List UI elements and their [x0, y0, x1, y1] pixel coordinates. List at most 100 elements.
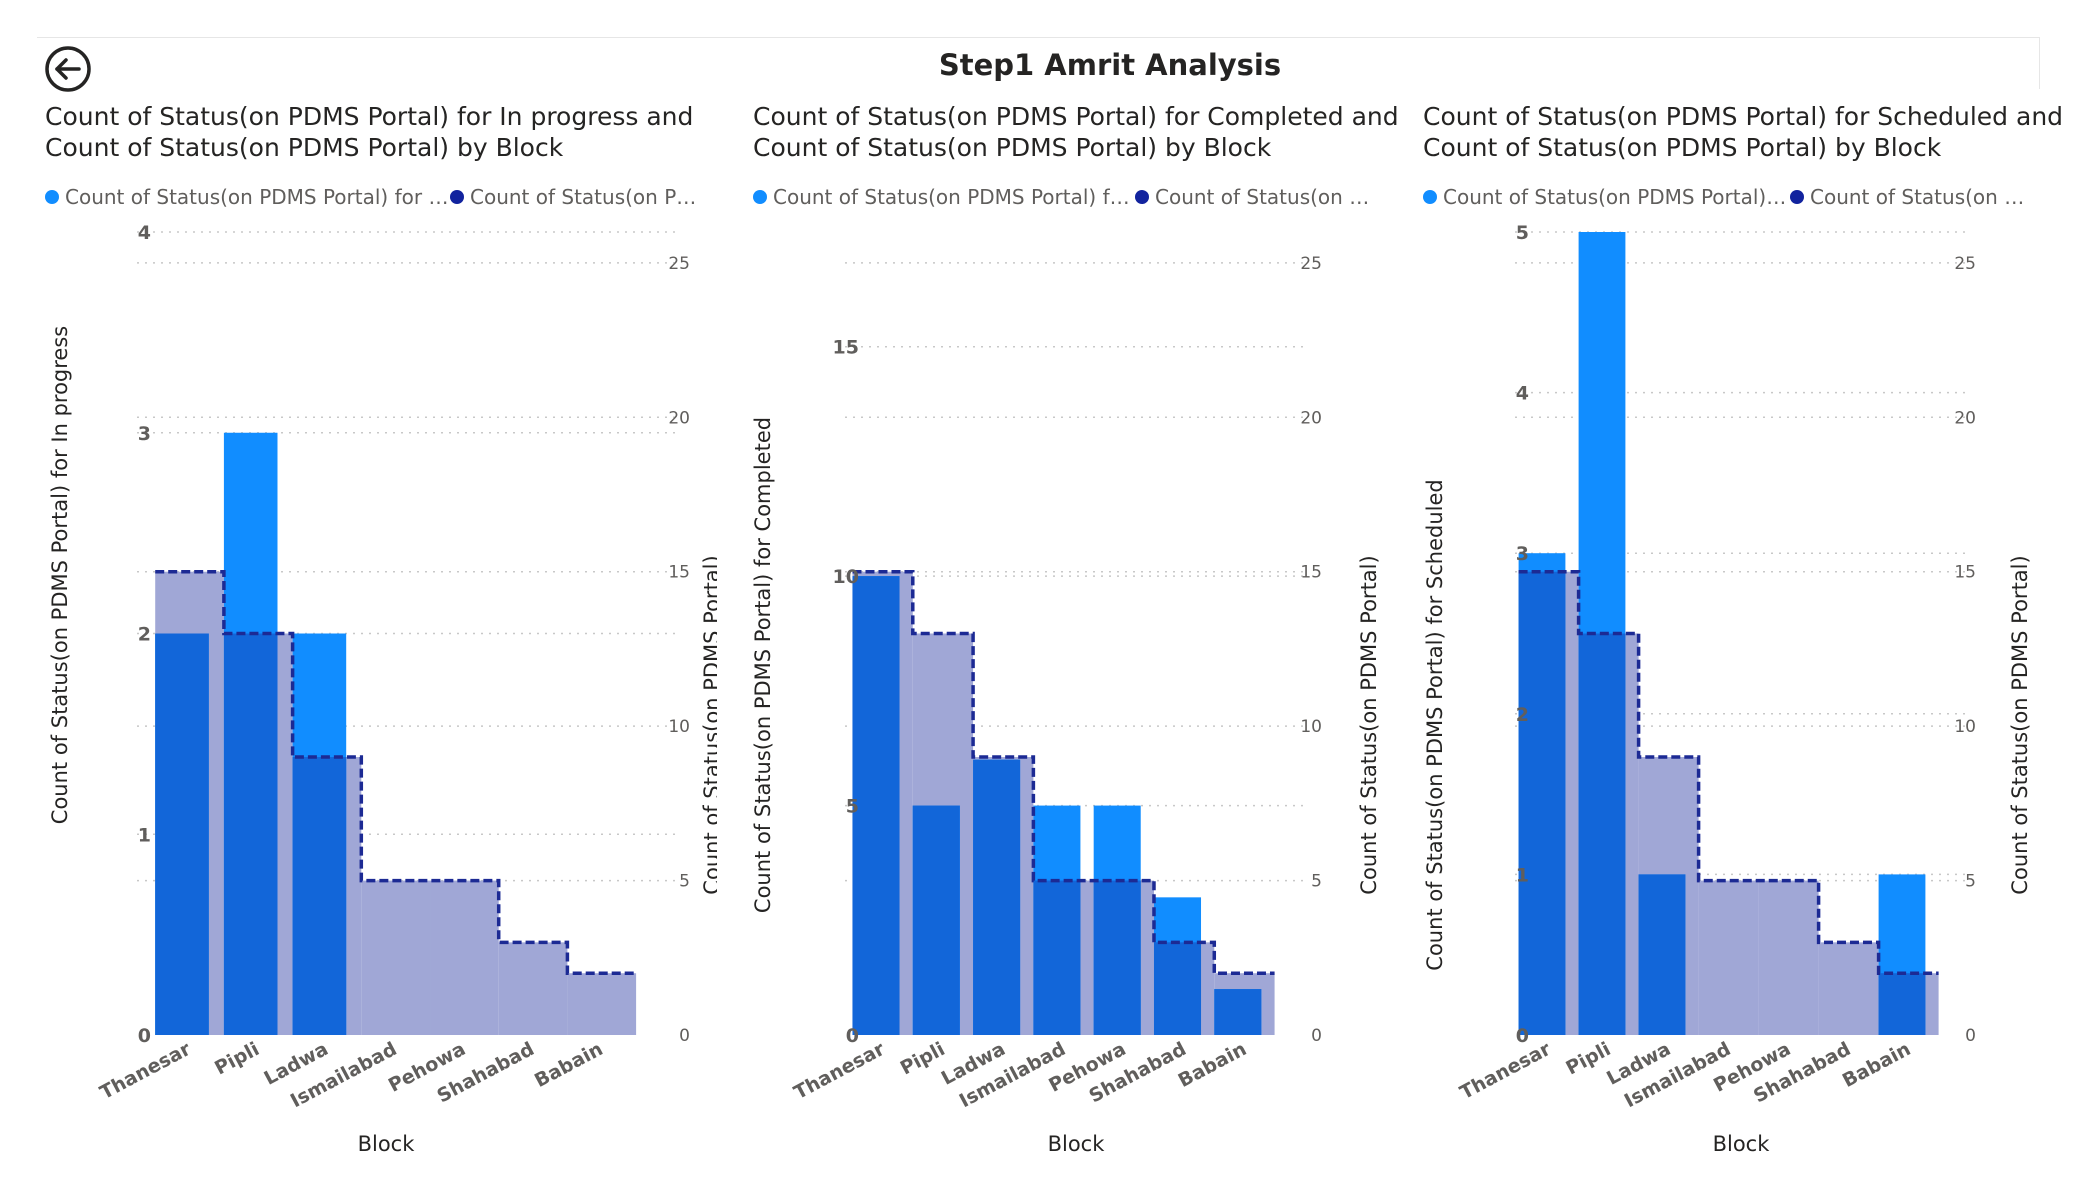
overlap-bar [1578, 633, 1626, 1035]
y2-tick-label: 25 [1954, 254, 1976, 274]
y-axis-title: Count of Status(on PDMS Portal) for Sche… [1423, 479, 1447, 970]
y2-tick-label: 5 [1311, 872, 1322, 892]
chart-title: Count of Status(on PDMS Portal) for In p… [45, 101, 705, 163]
y-tick-label: 1 [1516, 864, 1529, 886]
y2-tick-label: 15 [668, 563, 690, 583]
legend-item-status[interactable]: Count of Status(on PDMS Portal) fo... [1423, 183, 1790, 211]
x-tick-label: Pipli [211, 1038, 263, 1080]
page-title: Step1 Amrit Analysis [938, 48, 1282, 82]
overlap-bar [1638, 874, 1686, 1035]
y-axis-title: Count of Status(on PDMS Portal) for In p… [48, 326, 72, 824]
y2-tick-label: 0 [679, 1026, 690, 1046]
overlap-bar [1093, 880, 1141, 1035]
x-axis-title: Block [358, 1132, 416, 1156]
overlap-bar [223, 633, 278, 1035]
x-tick-label: Babain [531, 1038, 606, 1092]
overlap-bar [1214, 989, 1262, 1035]
chart-legend: Count of Status(on PDMS Portal) for In .… [45, 183, 705, 211]
chart-legend: Count of Status(on PDMS Portal) for ... … [753, 183, 1413, 211]
chart-title-line-2: Count of Status(on PDMS Portal) by Block [1423, 133, 1942, 162]
y-tick-label: 3 [138, 423, 151, 445]
legend-dot-icon [753, 190, 767, 204]
y-tick-label: 0 [846, 1025, 859, 1047]
y2-tick-label: 10 [668, 717, 690, 737]
y2-tick-label: 15 [1300, 563, 1322, 583]
y2-tick-label: 0 [1965, 1026, 1976, 1046]
total-step-line [1518, 569, 1939, 975]
y2-tick-label: 25 [1300, 254, 1322, 274]
chart-panel-completed[interactable]: Count of Status(on PDMS Portal) for Comp… [745, 95, 1425, 1175]
y2-axis-title: Count of Status(on PDMS Portal) [1357, 555, 1381, 894]
y-tick-label: 2 [1516, 704, 1529, 726]
chart-title-line-1: Count of Status(on PDMS Portal) for In p… [45, 102, 694, 131]
x-tick-label: Babain [1175, 1038, 1250, 1092]
total-area-step[interactable] [567, 973, 637, 1035]
y2-tick-label: 20 [1300, 408, 1322, 428]
legend-dot-icon [1790, 190, 1804, 204]
y-tick-label: 2 [138, 624, 151, 646]
y-tick-label: 4 [138, 222, 151, 244]
y2-tick-label: 25 [668, 254, 690, 274]
y2-axis-title: Count of Status(on PDMS Portal) [700, 555, 717, 894]
y-tick-label: 5 [1516, 222, 1529, 244]
y2-tick-label: 20 [1954, 408, 1976, 428]
y2-tick-label: 5 [1965, 872, 1976, 892]
y-tick-label: 3 [1516, 543, 1529, 565]
overlap-bar [1033, 880, 1081, 1035]
y2-axis-title: Count of Status(on PDMS Portal) [2008, 555, 2032, 894]
legend-item-total[interactable]: Count of Status(on P... [1135, 183, 1413, 211]
y-tick-label: 15 [833, 337, 859, 359]
total-area-step[interactable] [498, 942, 568, 1035]
y2-tick-label: 10 [1954, 717, 1976, 737]
total-area-step[interactable] [1758, 880, 1819, 1035]
chart-title-line-1: Count of Status(on PDMS Portal) for Comp… [753, 102, 1399, 131]
y2-tick-label: 5 [679, 872, 690, 892]
legend-item-status[interactable]: Count of Status(on PDMS Portal) for In .… [45, 183, 450, 211]
total-area-step[interactable] [361, 880, 431, 1035]
x-axis-title: Block [1713, 1132, 1771, 1156]
y-tick-label: 0 [1516, 1025, 1529, 1047]
chart-title: Count of Status(on PDMS Portal) for Comp… [753, 101, 1413, 163]
overlap-bar [1153, 942, 1202, 1035]
y-tick-label: 10 [833, 566, 859, 588]
y-axis-title: Count of Status(on PDMS Portal) for Comp… [751, 417, 775, 913]
y-tick-label: 1 [138, 824, 151, 846]
overlap-bar [155, 633, 209, 1035]
legend-item-status[interactable]: Count of Status(on PDMS Portal) for ... [753, 183, 1135, 211]
legend-item-total[interactable]: Count of Status(on PD... [450, 183, 705, 211]
overlap-bar [912, 805, 960, 1035]
legend-dot-icon [1423, 190, 1437, 204]
overlap-bar [852, 576, 900, 1035]
chart-legend: Count of Status(on PDMS Portal) fo... Co… [1423, 183, 2075, 211]
chart-title-line-2: Count of Status(on PDMS Portal) by Block [45, 133, 564, 162]
y-tick-label: 5 [846, 796, 859, 818]
total-step-line [155, 569, 637, 975]
y2-tick-label: 0 [1311, 1026, 1322, 1046]
total-area-step[interactable] [1818, 942, 1879, 1035]
chart-panel-scheduled[interactable]: Count of Status(on PDMS Portal) for Sche… [1415, 95, 2075, 1175]
report-frame-top [37, 37, 2039, 38]
total-area-step[interactable] [1698, 880, 1759, 1035]
chart-panel-in-progress[interactable]: Count of Status(on PDMS Portal) for In p… [37, 95, 717, 1175]
legend-item-total[interactable]: Count of Status(on P... [1790, 183, 2048, 211]
x-axis-title: Block [1048, 1132, 1106, 1156]
x-tick-label: Thanesar [790, 1038, 888, 1104]
y2-tick-label: 10 [1300, 717, 1322, 737]
report-frame-right [2039, 37, 2040, 89]
chart-title-line-2: Count of Status(on PDMS Portal) by Block [753, 133, 1272, 162]
x-tick-label: Thanesar [96, 1038, 194, 1104]
y-tick-label: 0 [138, 1025, 151, 1047]
x-tick-label: Babain [1839, 1038, 1914, 1092]
legend-dot-icon [1135, 190, 1149, 204]
chart-title-line-1: Count of Status(on PDMS Portal) for Sche… [1423, 102, 2064, 131]
total-area-step[interactable] [430, 880, 499, 1035]
legend-dot-icon [45, 190, 59, 204]
legend-dot-icon [450, 190, 464, 204]
overlap-bar [973, 759, 1021, 1035]
overlap-bar [1878, 973, 1926, 1035]
back-arrow-icon[interactable] [44, 45, 92, 93]
overlap-bar [1518, 571, 1566, 1035]
